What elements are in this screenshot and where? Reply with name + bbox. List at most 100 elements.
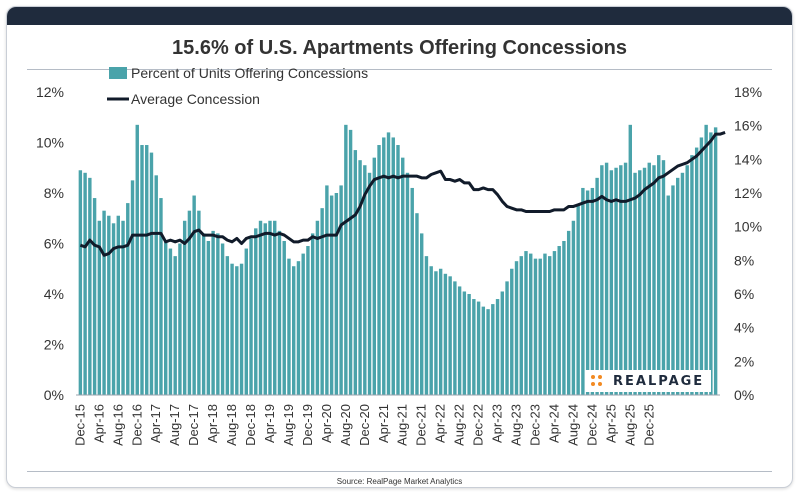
bar-mark [405,172,410,395]
bar-mark [533,258,538,395]
bar-mark [277,230,282,396]
bar-mark [225,256,230,396]
bar-mark [154,175,158,395]
bar-mark [320,208,324,395]
y-right-tick-label: 10% [734,219,762,235]
bar-mark [268,220,272,395]
bar-mark [353,150,358,395]
bar-mark [429,266,433,395]
bar-mark [235,266,239,395]
average-concession-line [79,130,726,257]
bar-mark [358,160,362,395]
x-tick-label: Apr-22 [433,404,448,443]
bar-mark [182,220,187,395]
x-tick-label: Apr-16 [91,404,106,443]
y-right-tick-label: 18% [734,84,762,100]
bar-mark [491,304,495,395]
y-right-tick-label: 4% [734,320,754,336]
x-tick-label: Aug-24 [565,404,580,446]
bar-mark [609,170,614,395]
bar-mark [230,263,234,395]
bar-mark [709,132,713,395]
bar-mark [135,124,139,395]
legend-label-line: Average Concession [131,91,260,107]
bar-mark [334,193,339,395]
y-left-tick-label: 6% [44,236,64,252]
bar-mark [145,145,149,395]
y-left-tick-label: 2% [44,337,64,353]
bar-mark [633,172,637,395]
x-tick-label: Aug-16 [110,404,125,446]
bar-mark [524,251,528,395]
bar-mark [642,167,647,395]
bar-mark [254,228,258,395]
x-tick-label: Dec-21 [414,404,429,446]
y-left-tick-label: 4% [44,286,64,302]
bar-mark [638,170,642,395]
bar-mark [623,162,628,395]
bar-mark [619,165,623,395]
bar-mark [481,306,486,396]
x-tick-label: Dec-25 [641,404,656,446]
x-tick-label: Dec-19 [300,404,315,446]
bar-mark [671,185,675,395]
bar-mark [306,246,310,395]
legend-label-bars: Percent of Units Offering Concessions [131,65,368,81]
bar-mark [614,167,618,395]
y-right-tick-label: 8% [734,252,754,268]
bar-mark [329,195,334,395]
x-tick-label: Aug-25 [622,404,637,446]
bar-mark [505,281,509,396]
bar-mark [102,210,106,395]
bar-mark [600,165,604,395]
x-tick-label: Dec-23 [527,404,542,446]
bar-mark [585,190,590,395]
bar-mark [396,145,400,395]
bar-mark [197,210,201,395]
bar-mark [206,240,211,395]
footer-divider [27,471,772,472]
bar-mark [472,299,476,395]
bar-mark [657,155,661,396]
bar-mark [486,309,490,395]
bar-mark [676,177,680,395]
x-tick-label: Dec-15 [72,404,87,446]
bar-mark [566,230,571,396]
bar-mark [168,248,173,395]
bar-mark [552,251,557,395]
bar-mark [273,220,277,395]
bar-mark [462,291,467,395]
x-tick-label: Dec-22 [471,404,486,446]
bar-mark [457,286,462,395]
bar-mark [576,205,580,396]
bar-mark [216,233,220,395]
header-bar [7,7,792,25]
x-tick-label: Apr-17 [148,404,163,443]
bar-mark [543,253,547,395]
bar-mark [239,263,244,395]
bar-mark [595,177,599,395]
bar-mark [282,240,286,395]
y-right-tick-label: 12% [734,185,762,201]
bar-mark [424,256,429,396]
bar-mark [590,187,595,395]
bar-mark [97,220,102,395]
bar-mark [443,273,448,395]
y-right-tick-label: 2% [734,353,754,369]
bar-mark [652,165,656,395]
bar-mark [467,294,471,395]
bar-mark [126,203,130,395]
y-right-tick-label: 6% [734,286,754,302]
x-tick-label: Aug-18 [224,404,239,446]
bar-mark [301,253,305,395]
bar-mark [386,132,391,395]
bar-mark [382,137,386,395]
bar-mark [83,172,87,395]
bar-mark [121,220,125,395]
bar-mark [500,291,504,395]
bar-mark [448,276,452,395]
bar-mark [173,256,177,396]
bar-mark [415,213,419,395]
title-divider [27,69,772,70]
